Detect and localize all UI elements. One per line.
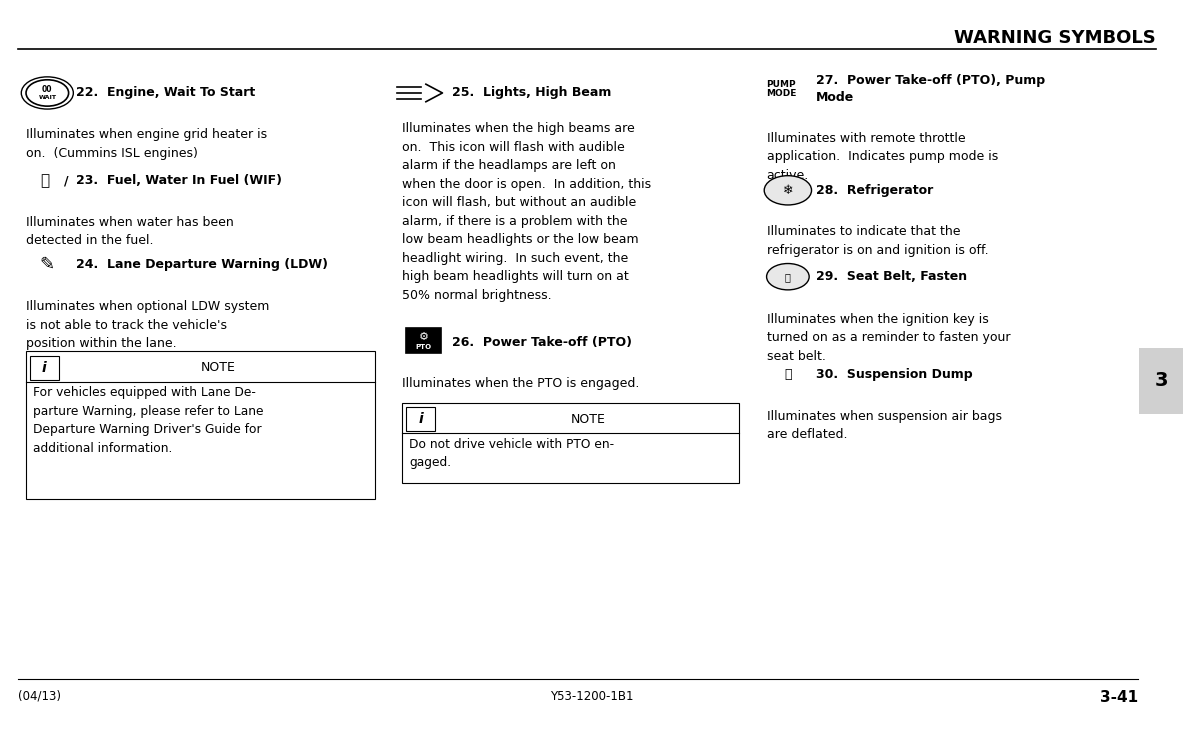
Text: WAIT: WAIT — [38, 95, 57, 100]
Text: MODE: MODE — [767, 89, 797, 98]
Text: ⛽: ⛽ — [40, 173, 50, 188]
Text: Do not drive vehicle with PTO en-
gaged.: Do not drive vehicle with PTO en- gaged. — [409, 438, 614, 469]
Text: 3: 3 — [1155, 371, 1168, 390]
Text: i: i — [418, 412, 424, 426]
Text: Illuminates when the ignition key is
turned on as a reminder to fasten your
seat: Illuminates when the ignition key is tur… — [767, 313, 1010, 362]
Text: 3-41: 3-41 — [1100, 690, 1138, 704]
Text: 29.  Seat Belt, Fasten: 29. Seat Belt, Fasten — [816, 270, 968, 283]
Text: 26.  Power Take-off (PTO): 26. Power Take-off (PTO) — [452, 336, 632, 349]
Text: Illuminates when suspension air bags
are deflated.: Illuminates when suspension air bags are… — [767, 410, 1002, 441]
Circle shape — [764, 176, 812, 205]
Text: Illuminates to indicate that the
refrigerator is on and ignition is off.: Illuminates to indicate that the refrige… — [767, 225, 988, 257]
Text: ✎: ✎ — [40, 256, 54, 274]
Text: 25.  Lights, High Beam: 25. Lights, High Beam — [452, 86, 612, 100]
Text: (04/13): (04/13) — [18, 690, 60, 703]
Text: ⚙: ⚙ — [419, 332, 428, 342]
Bar — [1139, 348, 1183, 414]
Text: PTO: PTO — [415, 344, 432, 350]
Text: /: / — [64, 174, 69, 187]
Text: Y53-1200-1B1: Y53-1200-1B1 — [550, 690, 633, 703]
Text: Illuminates with remote throttle
application.  Indicates pump mode is
active.: Illuminates with remote throttle applica… — [767, 132, 997, 182]
Text: PUMP: PUMP — [767, 80, 796, 89]
Text: WARNING SYMBOLS: WARNING SYMBOLS — [953, 29, 1156, 48]
Text: 23.  Fuel, Water In Fuel (WIF): 23. Fuel, Water In Fuel (WIF) — [76, 174, 282, 187]
Bar — [406, 407, 435, 431]
Circle shape — [26, 80, 69, 106]
Text: For vehicles equipped with Lane De-
parture Warning, please refer to Lane
Depart: For vehicles equipped with Lane De- part… — [33, 386, 264, 455]
Text: 30.  Suspension Dump: 30. Suspension Dump — [816, 368, 972, 381]
Bar — [406, 328, 441, 353]
Text: Illuminates when water has been
detected in the fuel.: Illuminates when water has been detected… — [26, 216, 234, 247]
Bar — [26, 351, 375, 499]
Text: ❄: ❄ — [783, 184, 793, 197]
Bar — [402, 403, 739, 483]
Circle shape — [767, 264, 809, 290]
Bar — [30, 171, 65, 191]
Text: Illuminates when the PTO is engaged.: Illuminates when the PTO is engaged. — [402, 377, 640, 390]
Text: i: i — [41, 361, 47, 375]
Text: 00: 00 — [43, 85, 52, 94]
Text: 22.  Engine, Wait To Start: 22. Engine, Wait To Start — [76, 86, 256, 100]
Text: 27.  Power Take-off (PTO), Pump
Mode: 27. Power Take-off (PTO), Pump Mode — [816, 74, 1046, 103]
Text: Illuminates when the high beams are
on.  This icon will flash with audible
alarm: Illuminates when the high beams are on. … — [402, 122, 652, 302]
Text: 24.  Lane Departure Warning (LDW): 24. Lane Departure Warning (LDW) — [76, 258, 328, 272]
Text: 🚛: 🚛 — [784, 368, 791, 381]
Text: 28.  Refrigerator: 28. Refrigerator — [816, 184, 933, 197]
Text: NOTE: NOTE — [201, 362, 235, 374]
Text: 🔰: 🔰 — [786, 272, 790, 282]
Text: Illuminates when optional LDW system
is not able to track the vehicle's
position: Illuminates when optional LDW system is … — [26, 300, 270, 350]
Text: NOTE: NOTE — [571, 413, 606, 425]
Bar — [30, 356, 59, 380]
Text: Illuminates when engine grid heater is
on.  (Cummins ISL engines): Illuminates when engine grid heater is o… — [26, 128, 267, 160]
